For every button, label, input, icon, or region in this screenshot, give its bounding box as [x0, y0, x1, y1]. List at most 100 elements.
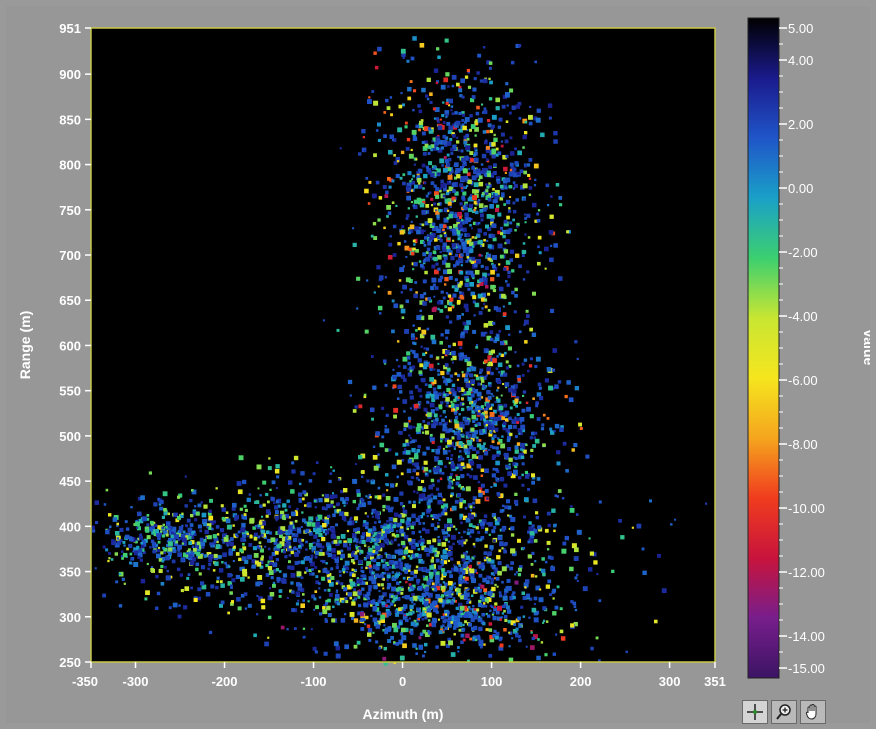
heatmap-cell: [566, 230, 570, 234]
heatmap-cell: [467, 587, 470, 591]
heatmap-cell: [466, 172, 471, 177]
heatmap-cell: [177, 516, 181, 520]
heatmap-cell: [444, 512, 448, 516]
heatmap-cell: [203, 504, 208, 509]
heatmap-cell: [324, 493, 329, 499]
heatmap-cell: [392, 384, 397, 389]
heatmap-cell: [457, 540, 460, 543]
heatmap-cell: [511, 593, 514, 597]
heatmap-cell: [465, 252, 470, 257]
heatmap-cell: [175, 540, 179, 544]
heatmap-cell: [498, 493, 504, 499]
heatmap-cell: [288, 516, 291, 519]
heatmap-cell: [130, 506, 133, 509]
heatmap-cell: [404, 569, 409, 574]
heatmap-cell: [450, 387, 455, 392]
heatmap-cell: [514, 580, 519, 585]
heatmap-cell: [464, 620, 468, 624]
heatmap-cell: [403, 378, 407, 382]
heatmap-cell: [442, 376, 445, 379]
heatmap-cell: [384, 630, 388, 635]
heatmap-cell: [248, 543, 253, 547]
heatmap-cell: [472, 221, 477, 225]
heatmap-cell: [181, 537, 187, 543]
heatmap-cell: [259, 565, 263, 569]
heatmap-cell: [468, 622, 472, 627]
heatmap-cell: [434, 457, 439, 462]
heatmap-cell: [506, 438, 511, 442]
heatmap-cell: [228, 565, 231, 568]
heatmap-cell: [409, 437, 412, 440]
heatmap-cell: [407, 207, 410, 210]
heatmap-cell: [507, 505, 512, 510]
heatmap-cell: [160, 582, 165, 586]
heatmap-cell: [459, 216, 462, 219]
heatmap-cell: [245, 531, 249, 535]
heatmap-cell: [153, 502, 158, 507]
heatmap-cell: [461, 433, 464, 436]
heatmap-cell: [255, 500, 260, 504]
heatmap-cell: [434, 191, 439, 197]
heatmap-cell: [421, 329, 427, 335]
heatmap-cell: [296, 582, 301, 587]
heatmap-cell: [504, 242, 507, 245]
heatmap-cell: [426, 592, 430, 596]
heatmap-cell: [548, 385, 553, 391]
heatmap-cell: [579, 427, 583, 430]
heatmap-cell: [389, 560, 394, 565]
heatmap-cell: [216, 540, 219, 544]
heatmap-cell: [346, 529, 350, 533]
heatmap-cell: [209, 542, 213, 546]
heatmap-cell: [422, 260, 426, 263]
heatmap-cell: [529, 597, 533, 601]
chart-window: -350 -300 -200 -100 0 100 200 300 351 951 900 850 8…: [6, 6, 876, 724]
heatmap-cell: [399, 491, 404, 496]
heatmap-cell: [450, 621, 454, 624]
heatmap-cell: [488, 66, 492, 70]
heatmap-cell: [419, 515, 424, 519]
heatmap-cell: [451, 403, 455, 407]
pan-tool-button[interactable]: [800, 700, 826, 724]
heatmap-cell: [490, 214, 495, 220]
heatmap-cell: [358, 559, 363, 565]
heatmap-cell: [451, 505, 457, 511]
heatmap-cell: [411, 584, 416, 589]
heatmap-cell: [451, 361, 454, 364]
heatmap-cell: [566, 380, 571, 385]
heatmap-cell: [466, 601, 470, 604]
heatmap-cell: [415, 647, 418, 650]
heatmap-cell: [182, 534, 186, 539]
heatmap-cell: [397, 127, 403, 133]
crosshair-tool-button[interactable]: [742, 700, 768, 724]
heatmap-cell: [528, 616, 531, 619]
heatmap-cell: [189, 498, 193, 503]
heatmap-cell: [507, 447, 512, 451]
heatmap-cell: [490, 218, 494, 223]
heatmap-cell: [455, 624, 459, 628]
heatmap-cell: [431, 582, 435, 586]
heatmap-cell: [448, 186, 454, 192]
heatmap-cell: [453, 633, 456, 636]
heatmap-cell: [419, 43, 425, 48]
heatmap-cell: [215, 544, 221, 549]
heatmap-cell: [234, 514, 239, 520]
heatmap-cell: [422, 431, 425, 434]
heatmap-cell: [465, 308, 469, 313]
heatmap-cell: [524, 120, 528, 124]
colorbar-tick-label: 4.00: [788, 53, 813, 68]
heatmap-cell: [384, 428, 390, 434]
heatmap-cell: [156, 548, 161, 553]
heatmap-cell: [409, 585, 413, 589]
heatmap-cell: [121, 577, 125, 581]
heatmap-cell: [402, 544, 406, 548]
heatmap-cell: [464, 452, 468, 455]
zoom-in-tool-button[interactable]: [771, 700, 797, 724]
heatmap-cell: [469, 270, 474, 275]
heatmap-cell: [352, 599, 355, 602]
heatmap-cell: [424, 221, 429, 226]
heatmap-cell: [453, 586, 457, 589]
heatmap-cell: [321, 552, 325, 556]
heatmap-cell: [509, 249, 515, 254]
heatmap-cell: [492, 193, 497, 197]
heatmap-cell: [447, 616, 452, 621]
